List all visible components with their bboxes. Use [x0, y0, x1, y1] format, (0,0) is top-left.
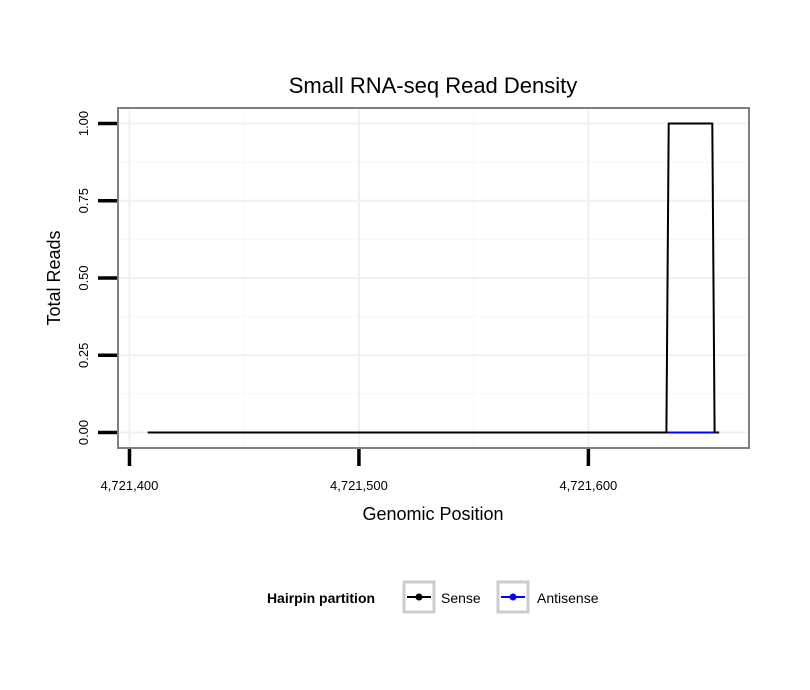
x-tick-label: 4,721,400: [101, 478, 159, 493]
x-axis-title: Genomic Position: [362, 504, 503, 524]
legend-label-antisense: Antisense: [537, 590, 599, 606]
y-axis-title: Total Reads: [44, 230, 64, 325]
legend-entry-antisense: Antisense: [496, 580, 599, 614]
series-layer: [147, 122, 720, 434]
y-tick-label: 0.25: [76, 343, 91, 368]
x-tick-label: 4,721,600: [559, 478, 617, 493]
y-tick-label: 0.00: [76, 420, 91, 445]
chart-title: Small RNA-seq Read Density: [289, 73, 578, 98]
legend-label-sense: Sense: [441, 590, 481, 606]
legend: Hairpin partition Sense Antisense: [267, 580, 599, 614]
legend-key-antisense-dot: [509, 593, 517, 601]
y-tick-label: 0.75: [76, 188, 91, 213]
grid: [118, 108, 749, 448]
y-axis: 0.00 0.25 0.50 0.75 1.00: [76, 111, 117, 445]
plot-panel-border: [117, 107, 750, 449]
legend-entry-sense: Sense: [402, 580, 481, 614]
series-line-sense: [147, 122, 720, 434]
x-axis: 4,721,400 4,721,500 4,721,600: [101, 449, 617, 493]
legend-key-sense-dot: [415, 593, 423, 601]
x-tick-label: 4,721,500: [330, 478, 388, 493]
y-tick-label: 0.50: [76, 265, 91, 290]
y-tick-label: 1.00: [76, 111, 91, 136]
legend-title: Hairpin partition: [267, 590, 375, 606]
